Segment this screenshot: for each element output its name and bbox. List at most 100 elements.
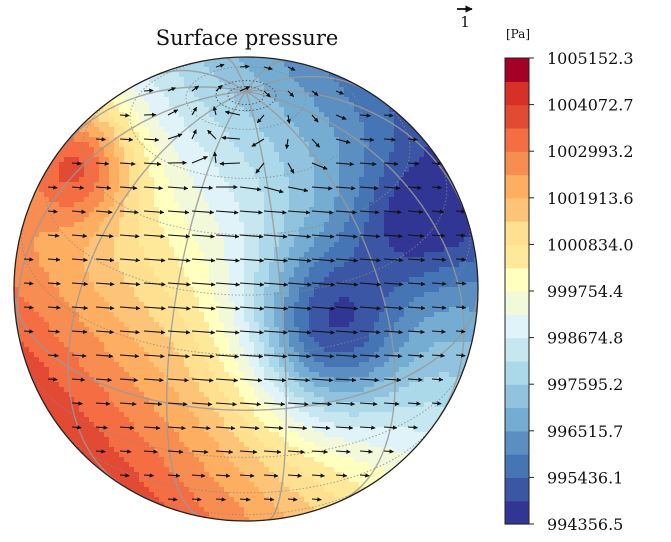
field-cell xyxy=(429,77,435,83)
field-cell xyxy=(469,92,475,98)
field-cell xyxy=(369,77,375,83)
field-cell xyxy=(324,307,330,313)
field-cell xyxy=(284,262,290,268)
field-cell xyxy=(429,72,435,78)
field-cell xyxy=(409,182,415,188)
field-cell xyxy=(214,157,220,163)
field-cell xyxy=(399,242,405,248)
field-cell xyxy=(74,162,80,168)
field-cell xyxy=(409,297,415,303)
field-cell xyxy=(364,57,370,63)
field-cell xyxy=(449,67,455,73)
field-cell xyxy=(129,167,135,173)
field-cell xyxy=(314,97,320,103)
field-cell xyxy=(324,172,330,178)
field-cell xyxy=(164,97,170,103)
field-cell xyxy=(289,207,295,213)
field-cell xyxy=(324,127,330,133)
field-cell xyxy=(464,122,470,128)
field-cell xyxy=(294,137,300,143)
field-cell xyxy=(274,217,280,223)
field-cell xyxy=(234,257,240,263)
field-cell xyxy=(129,157,135,163)
field-cell xyxy=(474,272,478,278)
field-cell xyxy=(294,157,300,163)
field-cell xyxy=(199,62,205,68)
field-cell xyxy=(69,122,75,128)
field-cell xyxy=(234,62,240,68)
field-cell xyxy=(89,122,95,128)
field-cell xyxy=(304,117,310,123)
field-cell xyxy=(289,297,295,303)
field-cell xyxy=(339,142,345,148)
field-cell xyxy=(399,172,405,178)
field-cell xyxy=(399,87,405,93)
field-cell xyxy=(424,192,430,198)
field-cell xyxy=(259,312,265,318)
field-cell xyxy=(24,182,30,188)
field-cell xyxy=(134,202,140,208)
field-cell xyxy=(419,107,425,113)
field-cell xyxy=(104,277,110,283)
field-cell xyxy=(219,252,225,258)
field-cell xyxy=(64,242,70,248)
field-cell xyxy=(239,187,245,193)
field-cell xyxy=(124,62,130,68)
field-cell xyxy=(179,292,185,298)
field-cell xyxy=(199,147,205,153)
field-cell xyxy=(419,87,425,93)
field-cell xyxy=(234,192,240,198)
field-cell xyxy=(444,147,450,153)
field-cell xyxy=(384,157,390,163)
field-cell xyxy=(404,92,410,98)
field-cell xyxy=(129,247,135,253)
field-cell xyxy=(224,167,230,173)
field-cell xyxy=(294,312,300,318)
field-cell xyxy=(99,117,105,123)
field-cell xyxy=(244,207,250,213)
field-cell xyxy=(229,167,235,173)
field-cell xyxy=(464,57,470,63)
field-cell xyxy=(174,157,180,163)
field-cell xyxy=(444,202,450,208)
field-cell xyxy=(124,182,130,188)
field-cell xyxy=(224,137,230,143)
field-cell xyxy=(419,62,425,68)
field-cell xyxy=(409,247,415,253)
field-cell xyxy=(84,112,90,118)
field-cell xyxy=(14,217,20,223)
field-cell xyxy=(199,82,205,88)
field-cell xyxy=(184,267,190,273)
field-cell xyxy=(84,322,90,328)
field-cell xyxy=(74,242,80,248)
field-cell xyxy=(334,62,340,68)
field-cell xyxy=(359,137,365,143)
field-cell xyxy=(44,82,50,88)
field-cell xyxy=(219,157,225,163)
field-cell xyxy=(404,67,410,73)
field-cell xyxy=(244,57,250,63)
field-cell xyxy=(379,167,385,173)
field-cell xyxy=(249,157,255,163)
field-cell xyxy=(194,292,200,298)
field-cell xyxy=(394,157,400,163)
field-cell xyxy=(74,77,80,83)
field-cell xyxy=(349,312,355,318)
field-cell xyxy=(59,202,65,208)
field-cell xyxy=(389,117,395,123)
field-cell xyxy=(154,87,160,93)
field-cell xyxy=(284,242,290,248)
field-cell xyxy=(149,267,155,273)
field-cell xyxy=(64,172,70,178)
field-cell xyxy=(64,187,70,193)
field-cell xyxy=(164,212,170,218)
field-cell xyxy=(269,162,275,168)
field-cell xyxy=(169,307,175,313)
field-cell xyxy=(304,237,310,243)
field-cell xyxy=(209,297,215,303)
field-cell xyxy=(89,162,95,168)
field-cell xyxy=(279,157,285,163)
field-cell xyxy=(14,307,20,313)
field-cell xyxy=(44,227,50,233)
